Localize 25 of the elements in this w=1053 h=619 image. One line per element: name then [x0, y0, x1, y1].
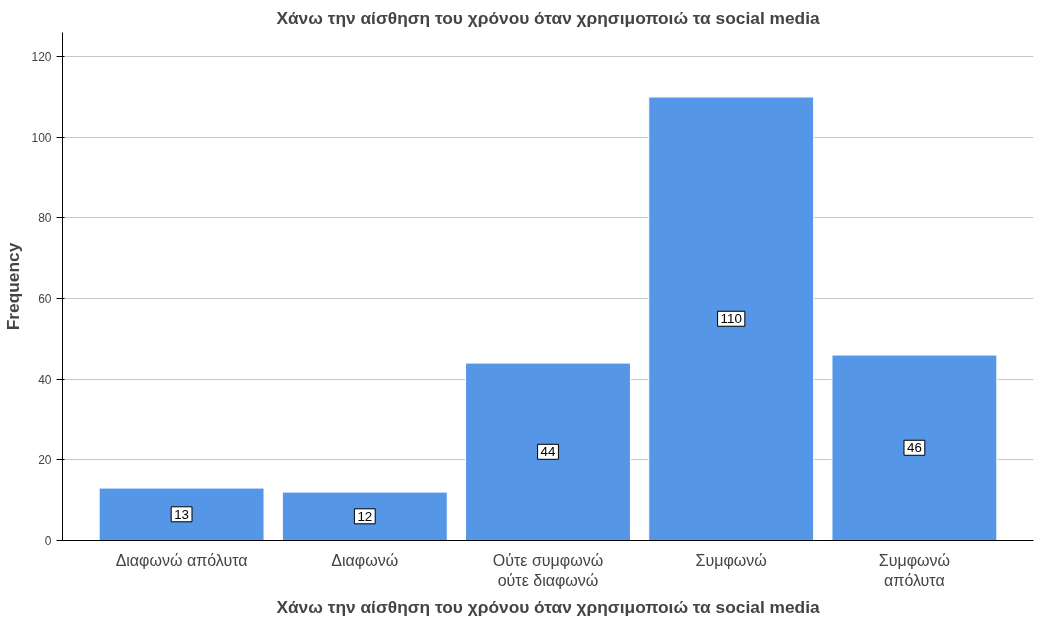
y-axis-title: Frequency: [3, 242, 24, 331]
bar: [98, 487, 265, 541]
bar: [831, 354, 998, 541]
data-label: 110: [720, 311, 742, 327]
data-label: 44: [540, 444, 556, 460]
x-tick-label: Διαφωνώ απόλυτα: [115, 551, 248, 569]
y-tick-label: 80: [38, 211, 52, 226]
y-tick-label: 20: [38, 453, 52, 468]
y-tick-label: 0: [44, 534, 52, 548]
bar: [281, 491, 448, 541]
x-tick-label: Συμφωνώ απόλυτα: [878, 551, 951, 589]
bar: [648, 96, 815, 541]
y-tick-label: 100: [31, 130, 52, 145]
data-label: 46: [907, 440, 922, 456]
y-tick-label: 120: [31, 50, 52, 65]
data-label: 13: [174, 506, 189, 522]
x-axis-title: Χάνω την αίσθηση του χρόνου όταν χρησιμοποιώ τα social media: [276, 596, 820, 617]
y-tick-label: 40: [38, 372, 52, 387]
chart-title: Χάνω την αίσθηση του χρόνου όταν χρησιμοποιώ τα social media: [276, 7, 820, 28]
x-tick-label: Συμφωνώ: [695, 551, 767, 569]
x-tick-label: Ούτε συμφωνώ ούτε διαφωνώ: [492, 551, 604, 589]
x-tick-label: Διαφωνώ: [331, 551, 399, 569]
y-tick-label: 60: [38, 292, 52, 307]
bar: [465, 362, 631, 541]
data-label: 12: [357, 508, 373, 524]
